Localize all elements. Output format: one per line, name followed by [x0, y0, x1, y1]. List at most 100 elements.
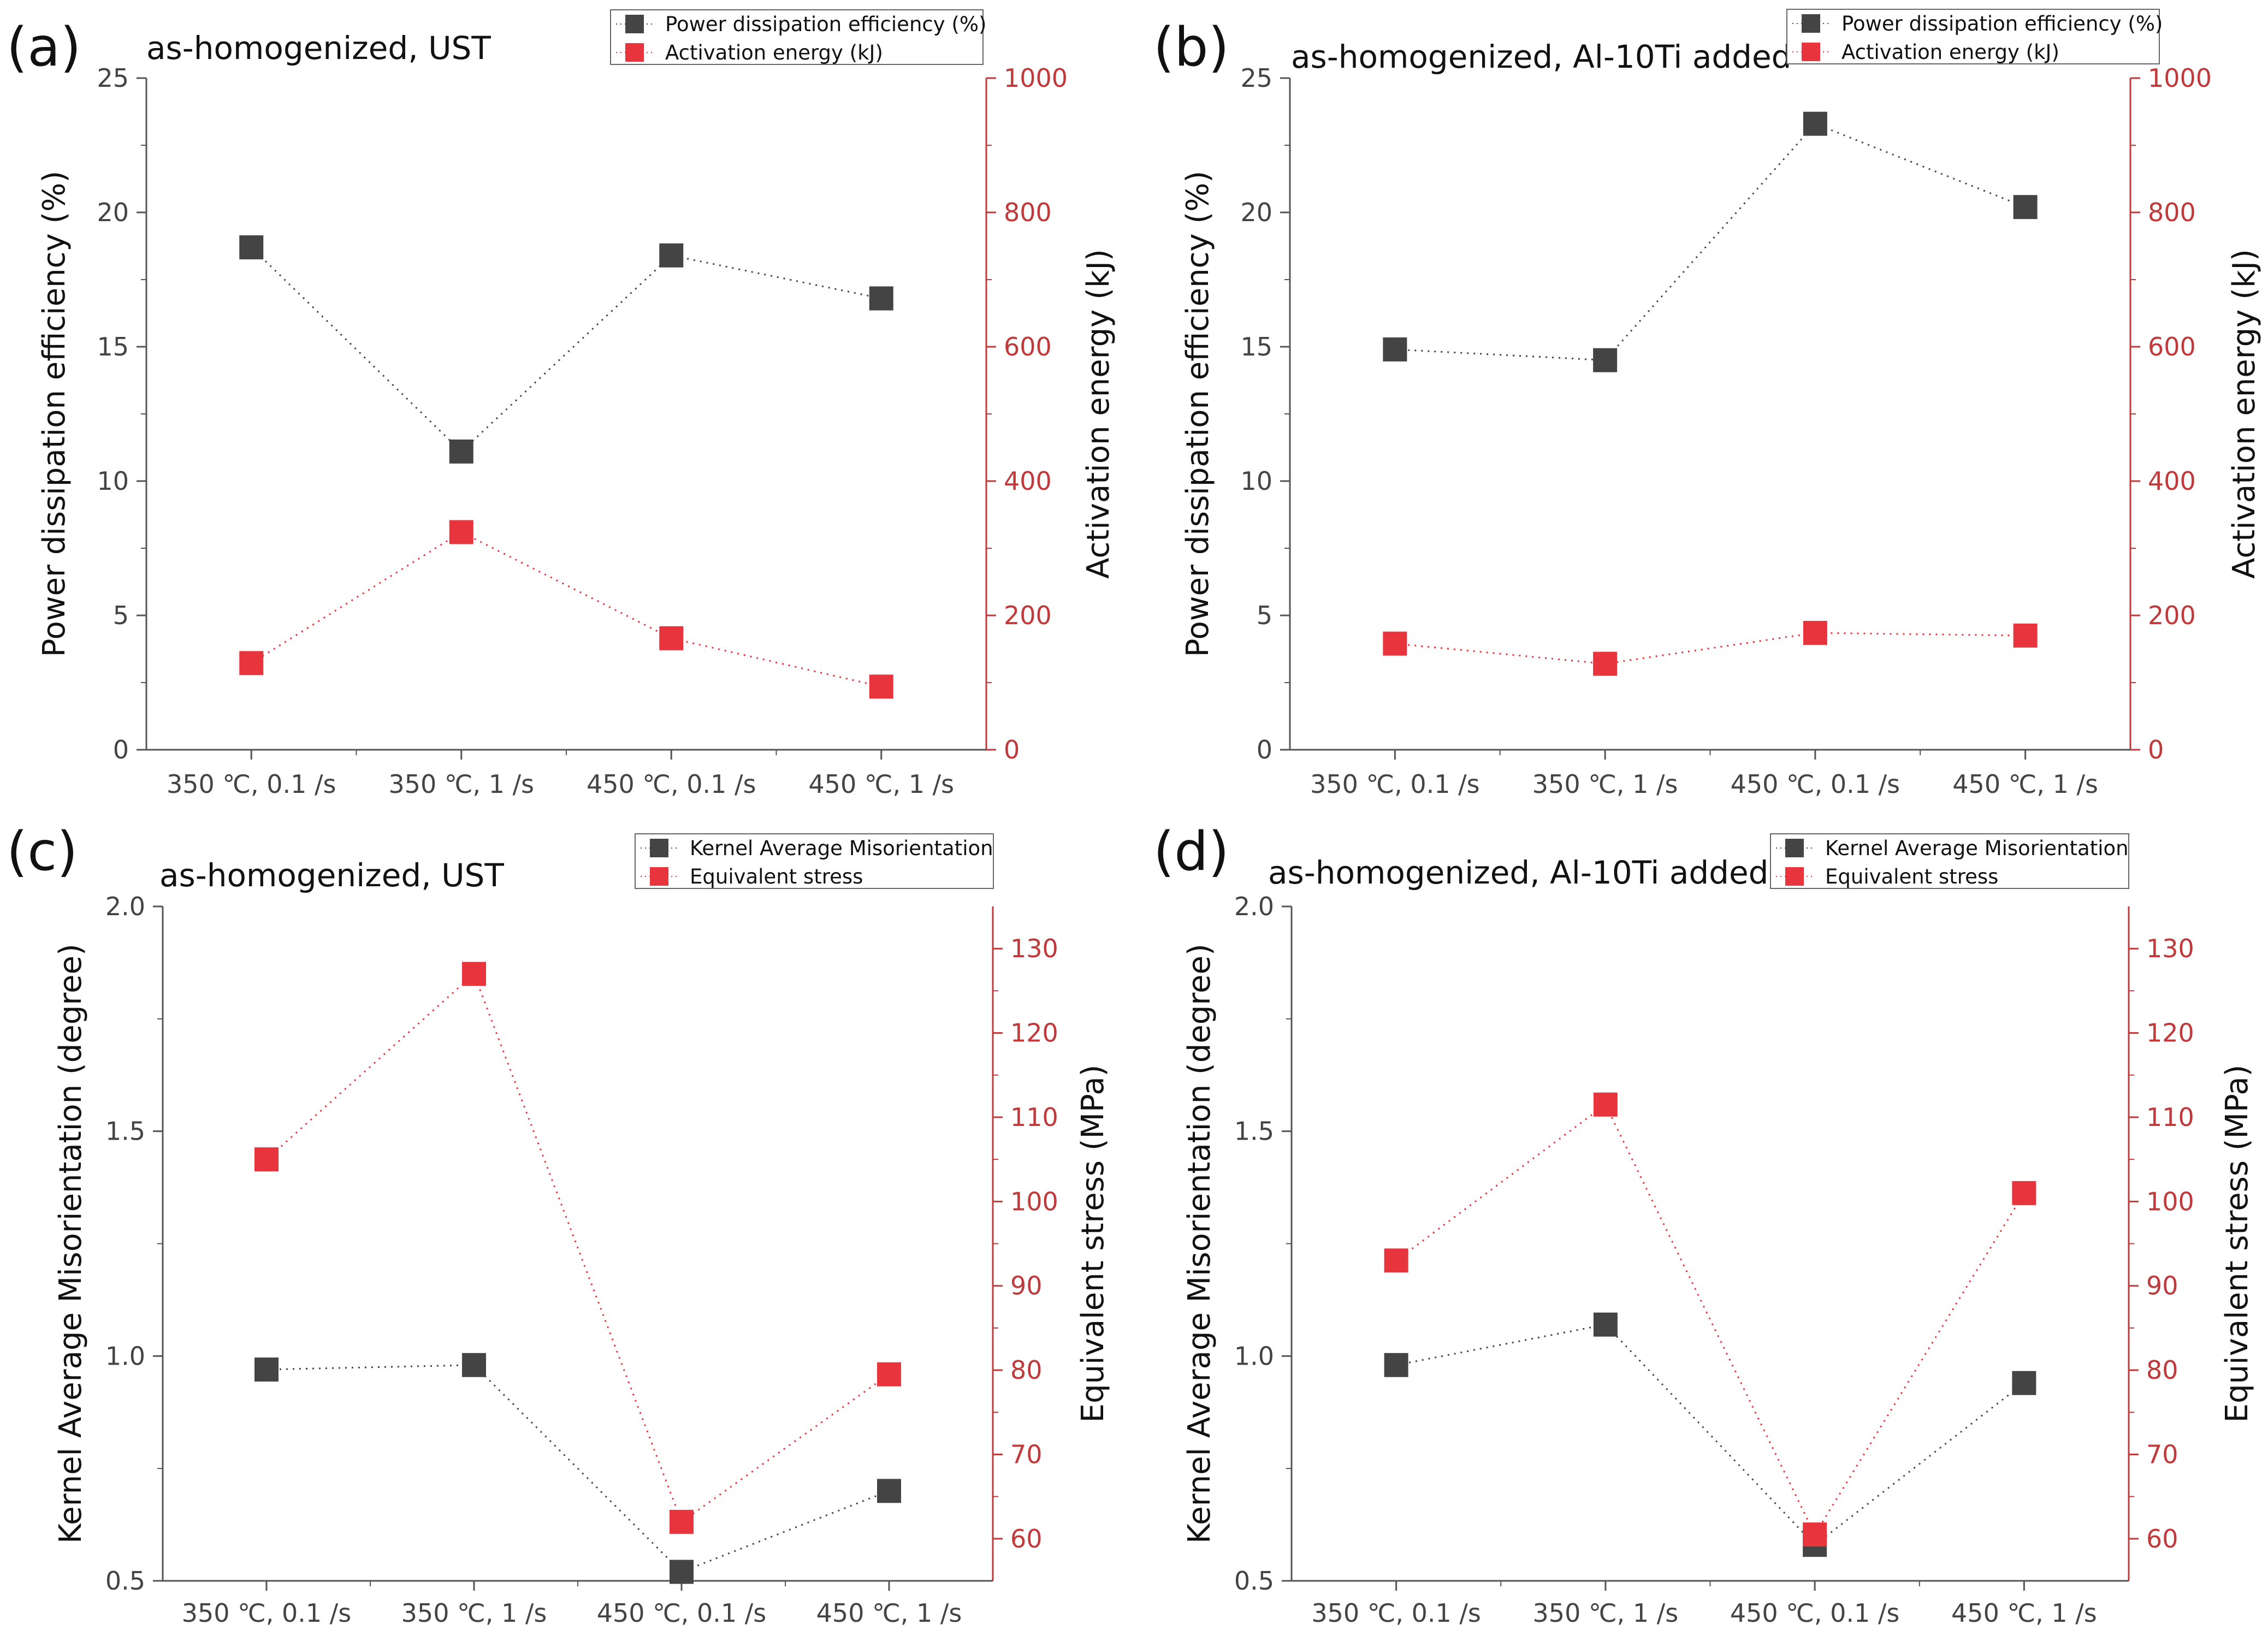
left-axis-title: Kernel Average Misorientation (degree) — [53, 944, 88, 1544]
legend-box — [635, 833, 994, 889]
legend-label: Activation energy (kJ) — [1841, 40, 2059, 64]
x-tick-label: 350 ℃, 1 /s — [388, 769, 534, 799]
legend-label: Activation energy (kJ) — [665, 41, 883, 64]
right-tick-label: 200 — [1004, 601, 1052, 630]
left-tick-label: 1.0 — [1234, 1341, 1274, 1371]
data-point-0 — [2013, 195, 2038, 220]
data-point-1 — [1383, 631, 1407, 656]
right-tick-label: 100 — [1010, 1187, 1058, 1216]
right-tick-label: 90 — [1010, 1271, 1043, 1301]
right-tick-label: 130 — [1010, 934, 1058, 963]
left-tick-label: 10 — [1240, 466, 1272, 496]
legend-box — [1770, 833, 2129, 889]
right-tick-label: 80 — [2146, 1355, 2178, 1385]
legend-label: Power dissipation efficiency (%) — [1841, 12, 2163, 35]
series-line-1 — [1395, 632, 2026, 665]
panel-b: (b) as-homogenized, Al-10Ti added 0 5 10 15 20… — [1153, 9, 2262, 799]
left-tick-label: 25 — [1240, 63, 1272, 93]
data-point-0 — [1593, 1312, 1618, 1337]
x-tick-label: 450 ℃, 0.1 /s — [587, 769, 756, 799]
legend-marker — [625, 15, 644, 33]
data-point-1 — [1803, 1522, 1827, 1547]
series-line-1 — [251, 531, 882, 687]
series-line-0 — [266, 1364, 890, 1573]
right-tick-label: 600 — [1004, 332, 1052, 361]
right-axis-title: Equivalent stress (MPa) — [2219, 1065, 2255, 1423]
legend-marker — [1785, 867, 1804, 886]
left-tick-label: 20 — [1240, 198, 1272, 227]
data-point-0 — [462, 1353, 486, 1377]
legend-marker — [1785, 839, 1804, 857]
data-point-1 — [2012, 1181, 2036, 1205]
right-axis-title: Equivalent stress (MPa) — [1075, 1065, 1111, 1423]
x-tick-label: 350 ℃, 1 /s — [401, 1598, 547, 1628]
chart-title: as-homogenized, UST — [159, 857, 504, 894]
series-line-0 — [1396, 1324, 2025, 1546]
data-point-1 — [449, 520, 473, 544]
panel-label: (b) — [1153, 16, 1229, 79]
legend-marker — [1802, 14, 1820, 33]
x-tick-label: 450 ℃, 0.1 /s — [597, 1598, 767, 1628]
legend: Kernel Average Misorientation Equivalent … — [1770, 833, 2129, 889]
panel-label: (a) — [7, 16, 81, 79]
x-tick-label: 450 ℃, 0.1 /s — [1731, 769, 1900, 799]
data-point-1 — [869, 674, 893, 699]
left-tick-label: 0.5 — [1234, 1566, 1274, 1596]
data-point-1 — [462, 962, 486, 986]
left-tick-label: 2.0 — [1234, 892, 1274, 921]
chart-title: as-homogenized, UST — [146, 29, 491, 67]
x-tick-label: 350 ℃, 1 /s — [1533, 1598, 1679, 1628]
right-axis-title: Activation energy (kJ) — [1081, 249, 1116, 579]
right-axis-title: Activation energy (kJ) — [2226, 249, 2262, 579]
x-tick-label: 450 ℃, 1 /s — [1951, 1598, 2097, 1628]
right-tick-label: 70 — [1010, 1439, 1043, 1469]
right-tick-label: 0 — [1004, 735, 1020, 764]
right-tick-label: 60 — [2146, 1524, 2178, 1554]
right-tick-label: 110 — [2146, 1102, 2194, 1132]
panel-d: (d) as-homogenized, Al-10Ti added 0.5 1.0 1.… — [1153, 821, 2255, 1628]
data-point-1 — [2013, 623, 2038, 648]
right-tick-label: 120 — [1010, 1018, 1058, 1048]
data-point-0 — [1384, 1353, 1408, 1377]
data-point-1 — [877, 1362, 901, 1386]
right-tick-label: 400 — [1004, 466, 1052, 496]
right-tick-label: 600 — [2148, 332, 2196, 361]
left-tick-label: 0 — [113, 735, 129, 764]
right-tick-label: 80 — [1010, 1355, 1043, 1385]
left-tick-label: 0 — [1257, 735, 1272, 764]
data-point-1 — [659, 626, 684, 650]
x-tick-label: 450 ℃, 1 /s — [816, 1598, 962, 1628]
right-tick-label: 400 — [2148, 466, 2196, 496]
right-tick-label: 200 — [2148, 601, 2196, 630]
right-tick-label: 0 — [2148, 735, 2164, 764]
legend-box — [610, 9, 984, 65]
data-point-0 — [869, 286, 893, 311]
data-point-1 — [1803, 620, 1827, 645]
data-point-0 — [1383, 337, 1407, 361]
legend-label: Equivalent stress — [1825, 865, 1998, 888]
x-tick-label: 450 ℃, 0.1 /s — [1730, 1598, 1900, 1628]
legend-marker — [650, 867, 668, 886]
left-tick-label: 20 — [97, 198, 129, 227]
data-point-0 — [877, 1479, 901, 1503]
left-axis-title: Power dissipation efficiency (%) — [37, 171, 72, 657]
left-tick-label: 5 — [113, 601, 129, 630]
left-tick-label: 1.5 — [105, 1117, 145, 1146]
x-tick-label: 350 ℃, 1 /s — [1532, 769, 1678, 799]
right-tick-label: 120 — [2146, 1018, 2194, 1048]
x-tick-label: 450 ℃, 1 /s — [1952, 769, 2098, 799]
legend: Power dissipation efficiency (%) Activati… — [610, 9, 986, 65]
data-point-1 — [1593, 651, 1618, 676]
data-point-0 — [449, 439, 473, 464]
series-line-1 — [1395, 1103, 2025, 1537]
left-tick-label: 0.5 — [105, 1566, 145, 1596]
data-point-0 — [2012, 1371, 2036, 1395]
data-point-1 — [254, 1147, 279, 1172]
panel-c: (c) as-homogenized, UST 0.5 1.0 1.5 2.0 60 70 80… — [7, 821, 1111, 1628]
panel-label: (c) — [7, 821, 78, 883]
data-point-0 — [1803, 111, 1827, 136]
chart-title: as-homogenized, Al-10Ti added — [1291, 38, 1792, 75]
x-tick-label: 450 ℃, 1 /s — [808, 769, 954, 799]
legend-marker — [625, 43, 644, 62]
left-tick-label: 2.0 — [105, 892, 145, 921]
